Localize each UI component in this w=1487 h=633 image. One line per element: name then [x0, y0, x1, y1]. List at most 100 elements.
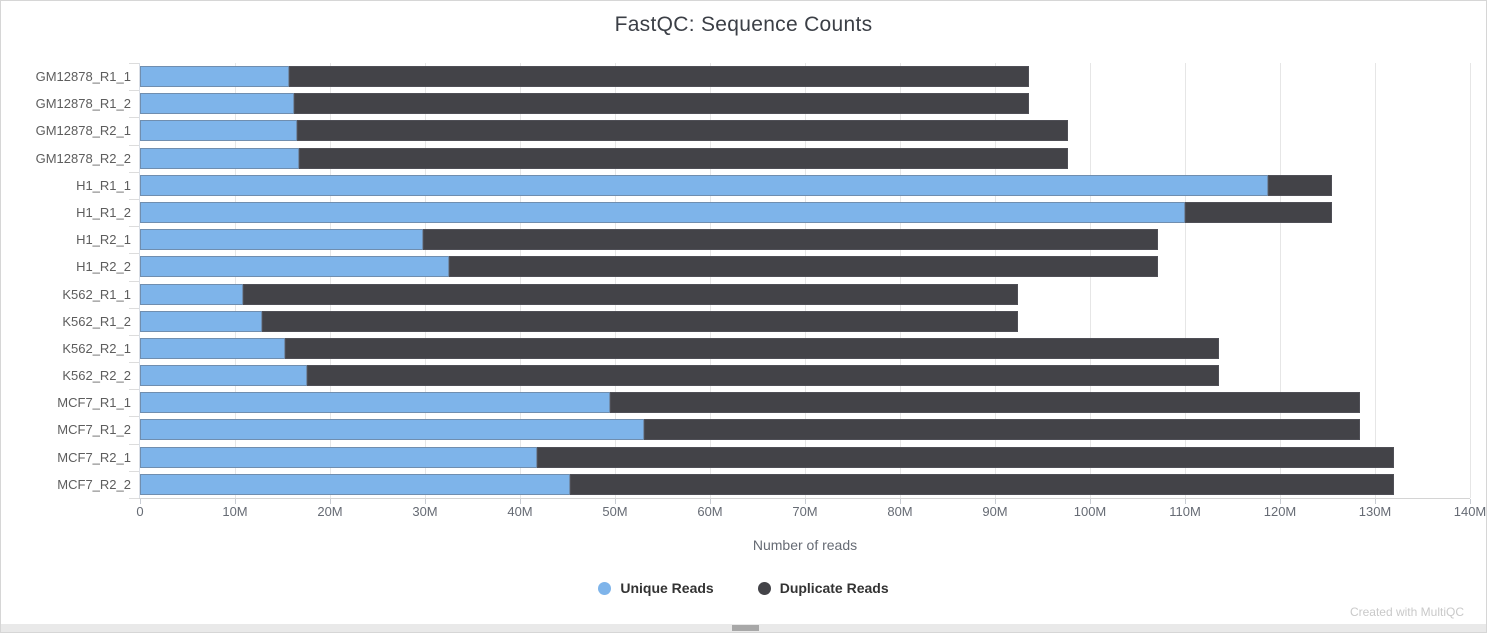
category-label: K562_R2_1 [62, 340, 131, 356]
x-axis-tick [520, 499, 521, 504]
category-label: K562_R1_2 [62, 313, 131, 329]
duplicate-reads-segment[interactable] [1185, 201, 1333, 223]
x-tick-label: 90M [982, 504, 1008, 519]
gridline [520, 63, 521, 498]
duplicate-reads-segment[interactable] [610, 392, 1360, 414]
y-axis-tick [129, 443, 139, 445]
unique-reads-segment[interactable] [140, 283, 243, 305]
x-tick-label: 70M [792, 504, 818, 519]
horizontal-scrollbar-track[interactable] [1, 624, 1486, 632]
duplicate-reads-segment[interactable] [307, 365, 1220, 387]
category-label: MCF7_R1_1 [57, 395, 131, 411]
duplicate-reads-segment[interactable] [242, 283, 1018, 305]
x-axis-tick [900, 499, 901, 504]
unique-reads-marker-icon [598, 581, 612, 595]
duplicate-reads-segment[interactable] [448, 256, 1159, 278]
y-axis-tick [129, 416, 139, 418]
category-label: H1_R2_2 [76, 259, 131, 275]
x-axis-tick [1470, 499, 1471, 504]
bar-row [140, 389, 1470, 416]
x-tick-label: 10M [222, 504, 248, 519]
duplicate-reads-segment[interactable] [296, 120, 1069, 142]
bar-track [140, 310, 1470, 332]
x-tick-label: 50M [602, 504, 628, 519]
unique-reads-segment[interactable] [140, 256, 449, 278]
unique-reads-segment[interactable] [140, 120, 297, 142]
y-axis-tick [129, 144, 139, 146]
duplicate-reads-segment[interactable] [570, 473, 1394, 495]
duplicate-reads-segment[interactable] [298, 147, 1069, 169]
unique-reads-segment[interactable] [140, 419, 645, 441]
bar-row [140, 145, 1470, 172]
unique-reads-segment[interactable] [140, 93, 294, 115]
bar-track [140, 446, 1470, 468]
y-axis-line [139, 63, 140, 499]
y-axis-tick [129, 63, 139, 64]
unique-reads-segment[interactable] [140, 337, 286, 359]
x-tick-label: 40M [507, 504, 533, 519]
gridline [1185, 63, 1186, 498]
bar-track [140, 473, 1470, 495]
bar-row [140, 444, 1470, 471]
x-tick-label: 60M [697, 504, 723, 519]
unique-reads-segment[interactable] [140, 392, 611, 414]
bar-row [140, 362, 1470, 389]
gridline [1375, 63, 1376, 498]
gridline [710, 63, 711, 498]
x-tick-label: 130M [1358, 504, 1392, 519]
duplicate-reads-segment[interactable] [289, 66, 1030, 87]
x-axis-tick [140, 499, 141, 504]
x-axis-line [129, 498, 1470, 499]
category-label: GM12878_R2_2 [35, 150, 131, 166]
x-axis-tick [995, 499, 996, 504]
chart-title: FastQC: Sequence Counts [614, 13, 873, 36]
gridline [615, 63, 616, 498]
bar-row [140, 90, 1470, 117]
unique-reads-segment[interactable] [140, 446, 538, 468]
unique-reads-segment[interactable] [140, 174, 1268, 196]
y-axis-tick [129, 307, 139, 309]
y-axis-tick [129, 117, 139, 119]
category-label: K562_R2_2 [62, 368, 131, 384]
x-tick-label: 30M [412, 504, 438, 519]
unique-reads-segment[interactable] [140, 365, 308, 387]
bar-track [140, 66, 1470, 87]
bar-track [140, 365, 1470, 387]
unique-reads-segment[interactable] [140, 201, 1185, 223]
gridline [995, 63, 996, 498]
unique-reads-segment[interactable] [140, 147, 299, 169]
duplicate-reads-segment[interactable] [293, 93, 1030, 115]
horizontal-scrollbar-thumb[interactable] [732, 625, 759, 631]
duplicate-reads-segment[interactable] [537, 446, 1394, 468]
category-label: GM12878_R1_2 [35, 96, 131, 112]
duplicate-reads-segment[interactable] [261, 310, 1018, 332]
gridline [330, 63, 331, 498]
bar-row [140, 172, 1470, 199]
duplicate-reads-segment[interactable] [285, 337, 1220, 359]
legend-label: Duplicate Reads [779, 580, 889, 596]
duplicate-reads-segment[interactable] [644, 419, 1360, 441]
unique-reads-segment[interactable] [140, 310, 262, 332]
category-label: MCF7_R2_2 [57, 476, 131, 492]
category-label: GM12878_R2_1 [35, 123, 131, 139]
unique-reads-segment[interactable] [140, 66, 290, 87]
multiqc-credit: Created with MultiQC [1349, 605, 1464, 619]
x-tick-label: 120M [1263, 504, 1297, 519]
legend-item-duplicate-reads[interactable]: Duplicate Reads [757, 580, 889, 596]
bar-track [140, 256, 1470, 278]
gridline [1090, 63, 1091, 498]
y-axis-tick [129, 171, 139, 173]
y-axis-tick [129, 470, 139, 472]
x-tick-label: 140M [1453, 504, 1487, 519]
unique-reads-segment[interactable] [140, 473, 571, 495]
bar-row [140, 281, 1470, 308]
duplicate-reads-segment[interactable] [423, 229, 1159, 251]
legend-item-unique-reads[interactable]: Unique Reads [598, 580, 714, 596]
duplicate-reads-segment[interactable] [1267, 174, 1333, 196]
bar-track [140, 201, 1470, 223]
category-label: H1_R1_1 [76, 177, 131, 193]
unique-reads-segment[interactable] [140, 229, 424, 251]
x-tick-label: 100M [1073, 504, 1107, 519]
bar-track [140, 419, 1470, 441]
bar-row [140, 117, 1470, 144]
